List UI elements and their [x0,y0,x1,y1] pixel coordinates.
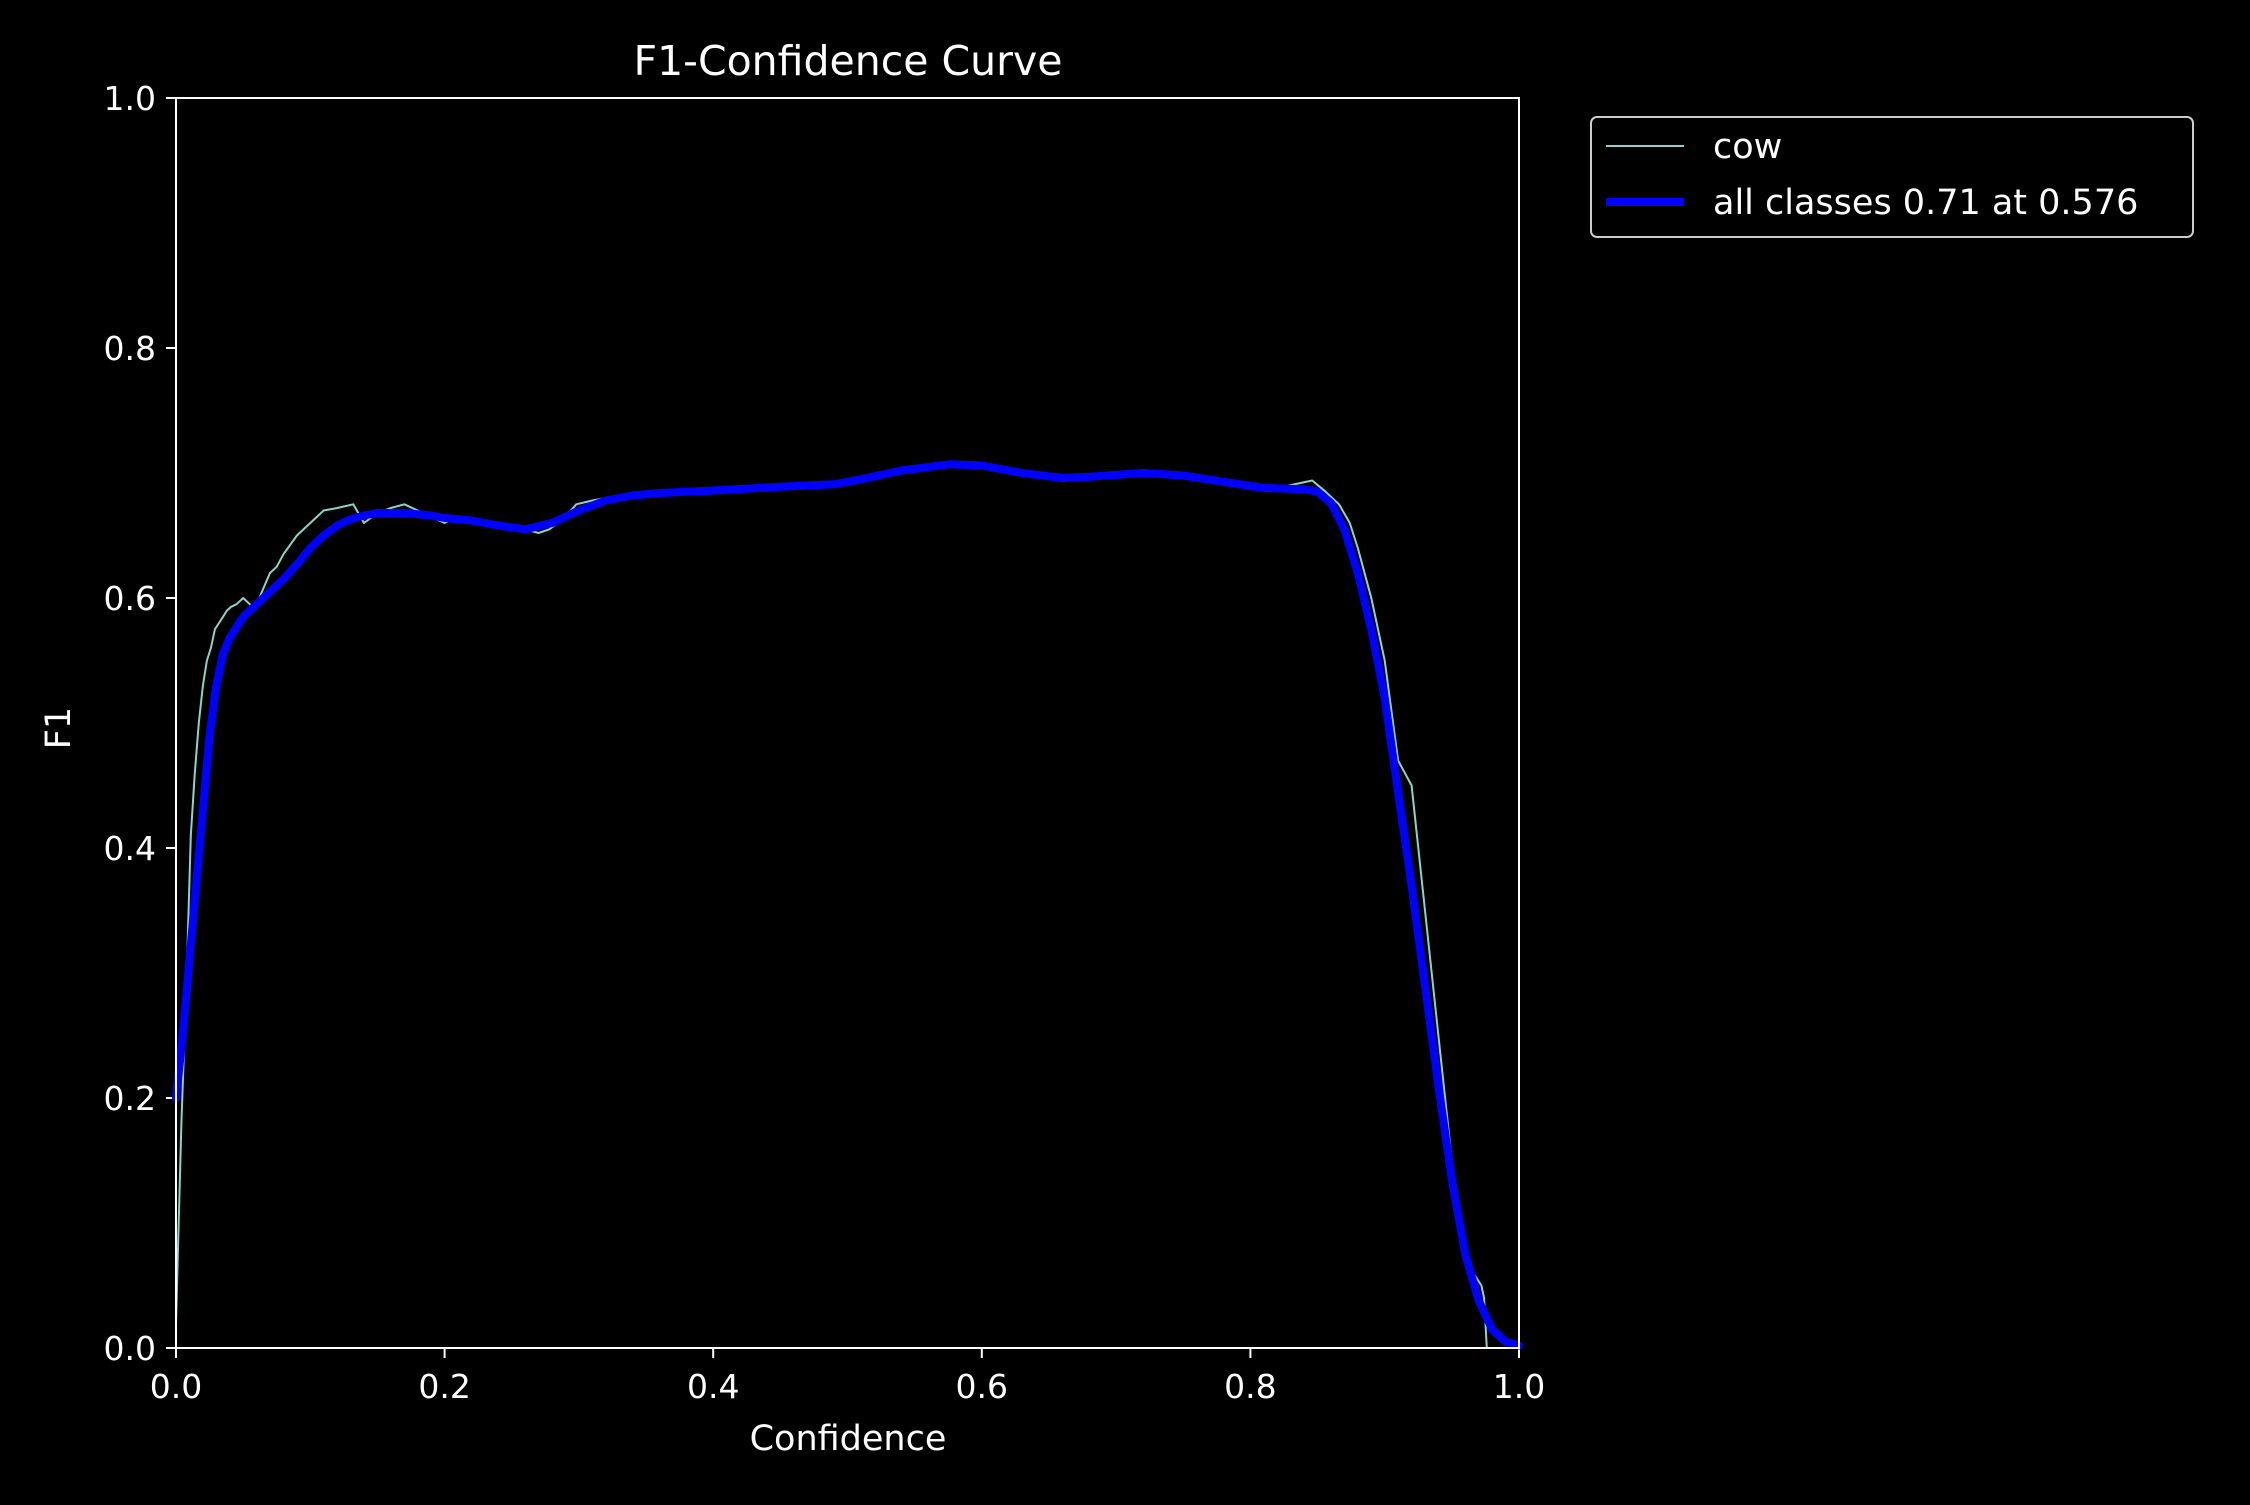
y-axis-label: F1 [39,707,79,749]
x-tick-label: 0.4 [687,1367,739,1406]
legend-label-cow: cow [1713,127,1782,167]
plot-frame [175,97,1520,1349]
y-tick-label: 0.2 [104,1079,156,1118]
series-lines [172,460,1523,1350]
x-tick-label: 0.0 [150,1367,202,1406]
series-line-all-classes [172,460,1523,1350]
y-tick-label: 0.6 [104,579,156,618]
x-axis-label: Confidence [750,1419,947,1459]
legend: cow all classes 0.71 at 0.576 [1590,116,2194,238]
y-tick-label: 0.4 [104,829,156,868]
y-tick-label: 0.0 [104,1329,156,1368]
axis-ticks: 0.0 0.2 0.4 0.6 0.8 1.0 0.0 0.2 0.4 0.6 0.8 1.0 [104,79,1546,1406]
y-tick-label: 1.0 [104,79,156,118]
series-line-cow [175,465,1520,1349]
legend-box [1590,116,2194,238]
x-tick-label: 0.8 [1224,1367,1276,1406]
x-tick-label: 1.0 [1493,1367,1545,1406]
x-tick-label: 0.6 [956,1367,1008,1406]
legend-label-all-classes: all classes 0.71 at 0.576 [1713,183,2138,223]
x-tick-label: 0.2 [418,1367,470,1406]
chart-title: F1-Confidence Curve [634,37,1063,85]
y-tick-label: 0.8 [104,329,156,368]
